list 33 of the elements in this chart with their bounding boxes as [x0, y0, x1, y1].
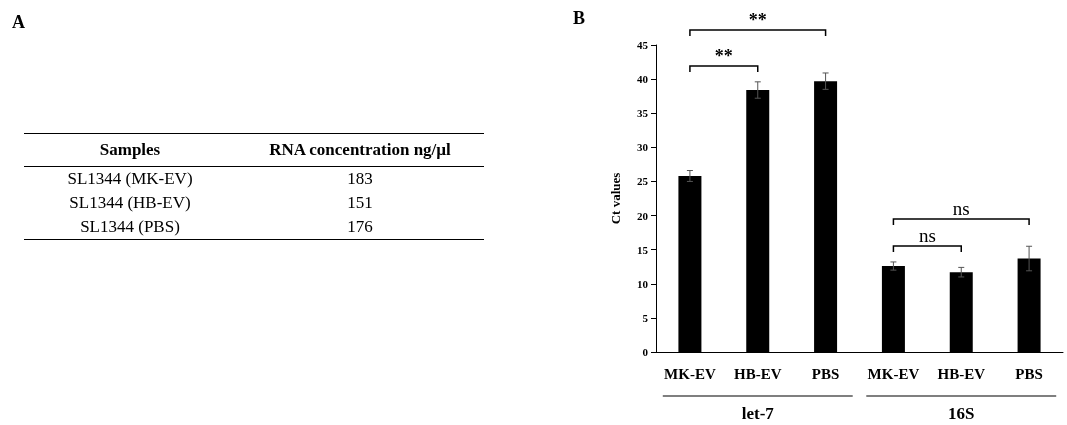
text: 176 [236, 215, 484, 240]
text: let-7 [741, 404, 775, 423]
y-tick-label: 5 [642, 311, 649, 324]
x-tick-label: PBS [1015, 365, 1043, 382]
y-tick-label: 0 [642, 346, 649, 358]
y-tick-label: 10 [637, 277, 649, 290]
x-tick-label: MK-EV [867, 365, 920, 382]
text: RNA concentration ng/µl [236, 133, 484, 167]
text: 151 [346, 192, 374, 214]
text: Samples [24, 133, 236, 167]
text: SL1344 (MK-EV) [66, 168, 194, 190]
text: SL1344 (PBS) [24, 215, 236, 240]
y-tick-label: 15 [637, 243, 649, 256]
x-tick-label: PBS [811, 365, 840, 382]
y-axis-title: Ct values [608, 172, 623, 225]
x-tick-label: HB-EV [733, 365, 782, 382]
y-tick-label: 40 [637, 73, 649, 86]
text: 16S [948, 404, 975, 423]
annotation: ns [918, 225, 936, 246]
y-tick-label: 35 [637, 107, 649, 120]
text: A [12, 12, 25, 33]
y-tick-label: 20 [637, 209, 649, 222]
x-tick-label: MK-EV [664, 365, 716, 382]
y-tick-label: 45 [637, 39, 649, 51]
text: ** [748, 10, 767, 30]
text: 183 [346, 168, 374, 190]
annotation: ** [714, 46, 733, 66]
y-tick-label: 25 [637, 175, 649, 188]
x-tick-label: HB-EV [937, 365, 986, 382]
chart-title: B [573, 8, 586, 28]
text: SL1344 (HB-EV) [68, 192, 192, 214]
annotation: ns [952, 198, 970, 219]
y-tick-label: 30 [637, 141, 649, 154]
